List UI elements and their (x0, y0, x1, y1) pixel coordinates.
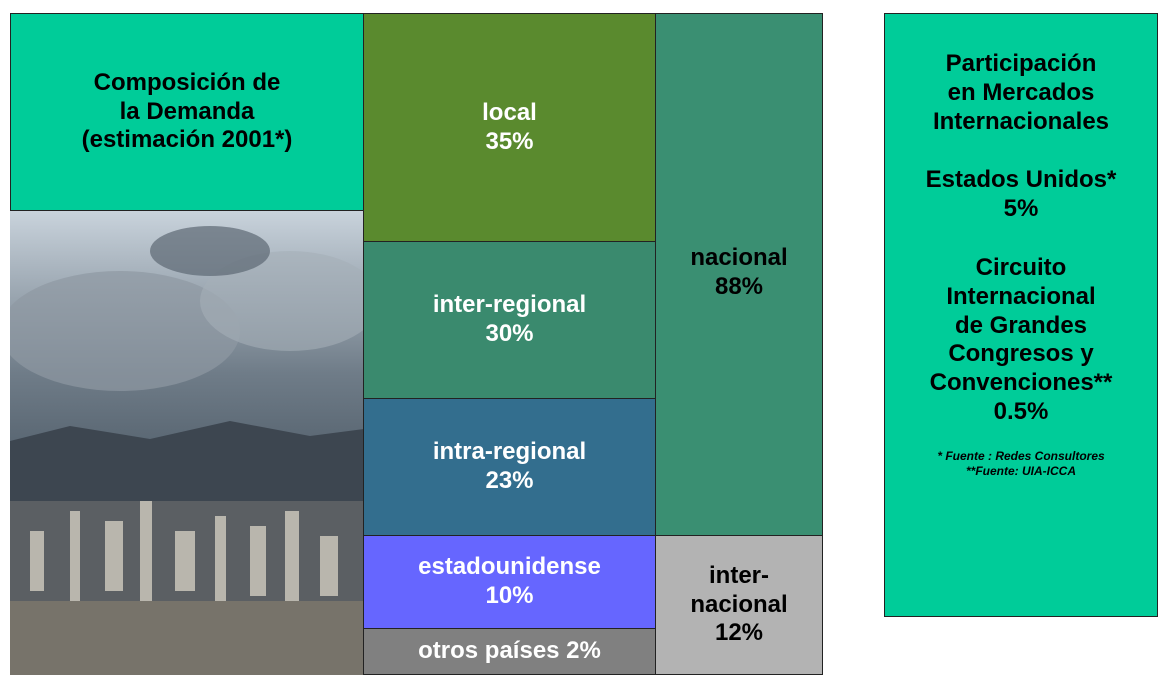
panel-item: Internacional (946, 282, 1096, 310)
segment-value: 30% (485, 320, 534, 347)
group-value: 12% (714, 619, 764, 647)
segment: inter-regional 30% (363, 241, 656, 399)
panel-item: 5% (1003, 195, 1039, 223)
segment: local 35% (363, 13, 656, 242)
segment-value: 35% (485, 127, 534, 155)
segment-value: 23% (485, 467, 534, 494)
segment: otros países 2% (363, 628, 656, 675)
panel-heading: Participación (945, 50, 1097, 77)
segment-label: estadounidense (418, 553, 601, 581)
panel-heading: Internacionales (932, 107, 1110, 135)
title-line: (estimación 2001*) (81, 126, 293, 154)
group-value: 88% (714, 272, 764, 300)
info-panel: Participación en Mercados Internacionale… (884, 13, 1158, 617)
group-label: nacional (690, 590, 788, 618)
segment-value: 10% (485, 582, 534, 609)
title-line: la Demanda (119, 97, 255, 125)
panel-item: Circuito (975, 253, 1067, 281)
group: inter- nacional 12% (655, 535, 823, 675)
panel-item: de Grandes (954, 311, 1088, 339)
title-line: Composición de (93, 68, 281, 96)
panel-heading: en Mercados (947, 78, 1095, 106)
panel-item: Congresos y (948, 340, 1094, 368)
panel-item: Convenciones** (929, 369, 1113, 397)
title-box: Composición de la Demanda (estimación 20… (10, 13, 364, 211)
segment: intra-regional 23% (363, 398, 656, 536)
segment-label: local (482, 98, 537, 126)
segment: estadounidense 10% (363, 535, 656, 629)
group-label: inter- (709, 561, 769, 589)
group-label: nacional (690, 244, 788, 271)
footnote: * Fuente : Redes Consultores (937, 448, 1105, 463)
panel-item: Estados Unidos* (925, 166, 1117, 194)
segment-label: otros países 2% (418, 637, 601, 665)
footnote: **Fuente: UIA-ICCA (966, 463, 1076, 478)
panel-item: 0.5% (993, 397, 1049, 425)
group: nacional 88% (655, 13, 823, 536)
segment-label: inter-regional (432, 291, 587, 319)
segment-label: intra-regional (432, 438, 587, 466)
city-photo (10, 211, 364, 675)
